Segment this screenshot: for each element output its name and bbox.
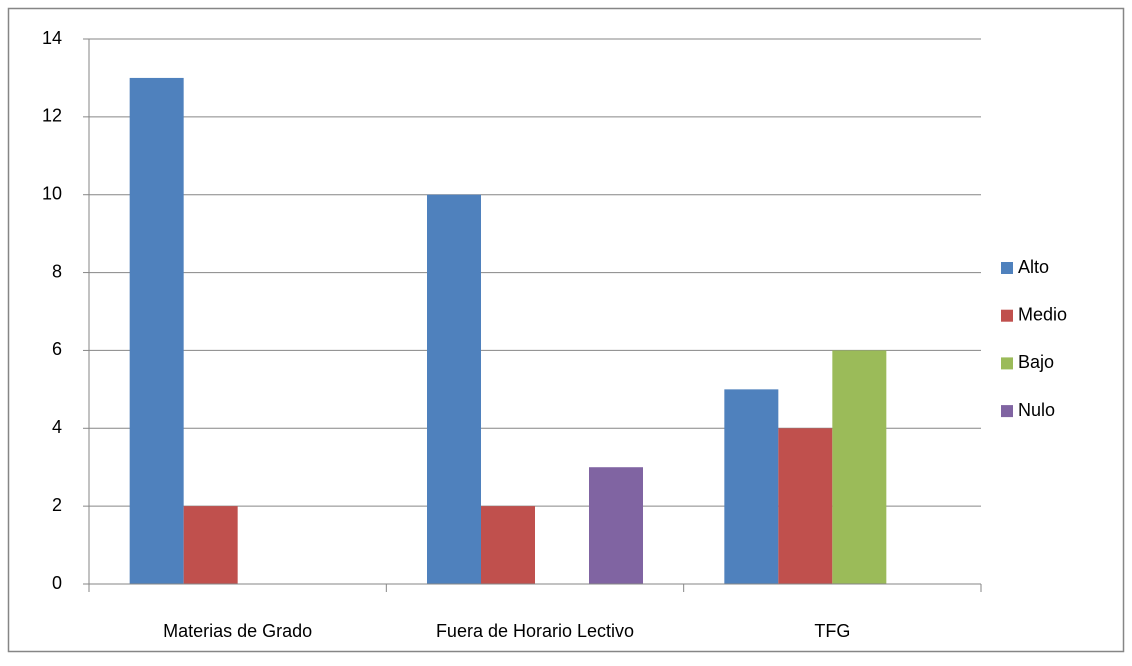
bar: [183, 506, 238, 584]
y-tick-label: 0: [52, 573, 62, 593]
y-tick-label: 4: [52, 417, 62, 437]
x-tick-label: TFG: [814, 621, 850, 641]
bar: [589, 467, 643, 584]
legend-label: Nulo: [1018, 400, 1055, 420]
bar: [778, 428, 833, 584]
y-tick-label: 14: [42, 28, 62, 48]
legend-swatch: [1001, 357, 1013, 370]
y-tick-label: 10: [42, 183, 62, 203]
legend-swatch: [1001, 262, 1013, 274]
x-tick-label: Fuera de Horario Lectivo: [436, 621, 634, 641]
legend-label: Bajo: [1018, 352, 1054, 372]
bar: [724, 389, 779, 584]
legend-swatch: [1001, 405, 1013, 418]
y-tick-label: 2: [52, 495, 62, 515]
legend-swatch: [1001, 309, 1013, 322]
legend-label: Alto: [1018, 257, 1049, 277]
y-tick-label: 6: [52, 339, 62, 359]
bar: [427, 194, 481, 584]
bar: [832, 350, 887, 584]
y-tick-label: 8: [52, 261, 62, 281]
x-tick-label: Materias de Grado: [163, 621, 312, 641]
y-tick-label: 12: [42, 106, 62, 126]
bar: [129, 77, 184, 584]
legend-label: Medio: [1018, 304, 1067, 324]
bar: [481, 506, 535, 584]
